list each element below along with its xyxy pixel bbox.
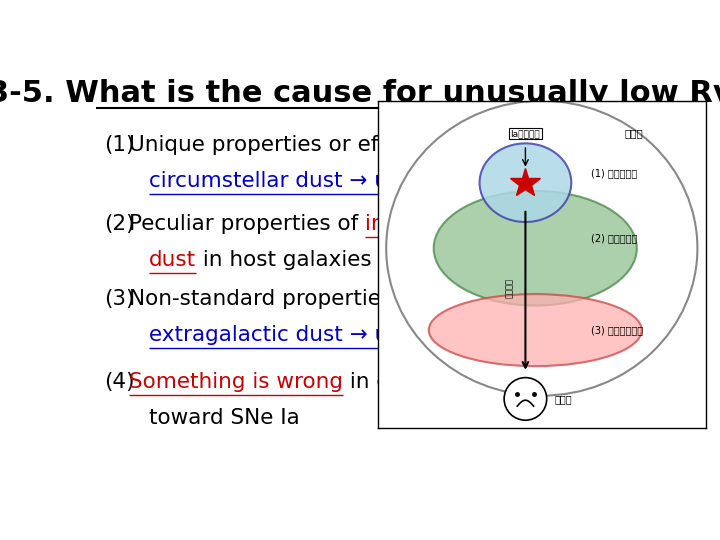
Text: in deriving the extinction laws: in deriving the extinction laws [343,373,675,393]
Text: Ia型超新星: Ia型超新星 [510,129,540,138]
Text: 光路方向: 光路方向 [505,278,513,298]
Ellipse shape [429,294,642,366]
Text: (1) 星周ダスト: (1) 星周ダスト [591,168,637,178]
Text: Non-standard properties of: Non-standard properties of [129,289,420,309]
Text: extragalactic dust → unlikely: extragalactic dust → unlikely [148,325,457,345]
Text: (3): (3) [104,289,135,309]
Text: (3) 銀河間ダスト: (3) 銀河間ダスト [591,325,643,335]
Text: interstellar: interstellar [365,214,482,234]
Text: Unique properties or effects of: Unique properties or effects of [129,136,459,156]
Text: dust: dust [148,250,196,270]
Ellipse shape [480,144,571,222]
Ellipse shape [433,191,636,306]
Text: 3-5. What is the cause for unusually low Rv?: 3-5. What is the cause for unusually low… [0,79,720,109]
Text: in host galaxies of SN Ia: in host galaxies of SN Ia [196,250,462,270]
Text: Something is wrong: Something is wrong [129,373,343,393]
Text: (2): (2) [104,214,135,234]
Ellipse shape [386,101,698,396]
Circle shape [504,377,546,420]
Text: circumstellar dust → unlikely: circumstellar dust → unlikely [148,171,456,191]
Text: (1): (1) [104,136,135,156]
Text: (4): (4) [104,373,135,393]
Text: Peculiar properties of: Peculiar properties of [129,214,365,234]
Text: toward SNe Ia: toward SNe Ia [148,408,300,428]
Text: 母銀河: 母銀河 [624,129,643,139]
Text: (2) 星間ダスト: (2) 星間ダスト [591,233,637,244]
Text: 観測者: 観測者 [555,394,572,404]
